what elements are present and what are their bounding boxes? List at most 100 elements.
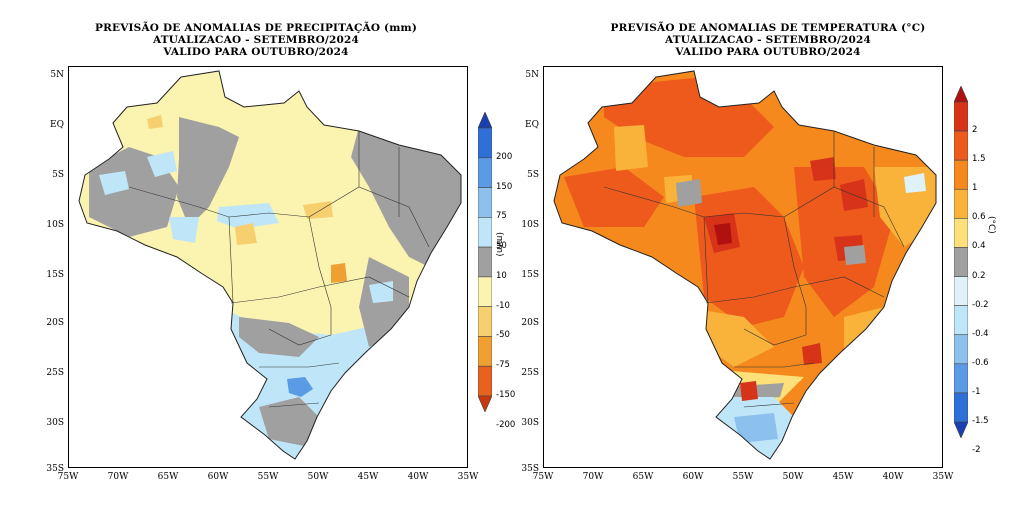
temperature-colorbar-segment	[954, 159, 968, 190]
precipitation-colorbar-segment	[478, 187, 492, 218]
lon-label-40w: 40W	[407, 472, 429, 482]
brazil-outline	[553, 70, 937, 460]
precipitation-unit: (mm)	[494, 232, 504, 257]
lat-label-5n: 5N	[50, 70, 64, 80]
precipitation-colorbar-segment	[478, 127, 492, 159]
precipitation-colorbar-segment	[478, 306, 492, 337]
temperature-map-svg	[553, 70, 937, 460]
temperature-colorbar-segment	[954, 305, 968, 336]
state-borders	[128, 131, 430, 408]
precipitation-title-line1: PREVISÃO DE ANOMALIAS DE PRECIPITAÇÃO (m…	[94, 22, 418, 34]
lat-label-20s: 20S	[521, 318, 539, 328]
temperature-colorbar-label: 2	[972, 125, 978, 136]
lat-label-eq: EQ	[525, 120, 539, 130]
temperature-colorbar-top-arrow	[954, 86, 968, 103]
lat-label-35s: 35S	[46, 464, 64, 474]
lon-label-45w: 45W	[832, 472, 854, 482]
temperature-colorbar-label: 1.5	[972, 154, 986, 165]
lat-label-15s: 15S	[521, 270, 539, 280]
temperature-colorbar: 2 1.5 1 0.6 0.4 0.2 -0.2 -0.4 -0.6 -1 -1.5 -2	[954, 86, 989, 455]
lat-label-10s: 10S	[521, 220, 539, 230]
lat-label-25s: 25S	[521, 368, 539, 378]
lat-label-25s: 25S	[46, 368, 64, 378]
lon-label-65w: 65W	[157, 472, 179, 482]
temperature-title: PREVISÃO DE ANOMALIAS DE TEMPERATURA (°C…	[512, 22, 1024, 58]
precipitation-map-svg	[78, 70, 462, 460]
temperature-panel: PREVISÃO DE ANOMALIAS DE TEMPERATURA (°C…	[512, 0, 1024, 511]
temperature-fill	[554, 71, 936, 459]
precipitation-colorbar-svg	[478, 112, 492, 412]
lon-label-70w: 70W	[582, 472, 604, 482]
precipitation-title: PREVISÃO DE ANOMALIAS DE PRECIPITAÇÃO (m…	[0, 22, 512, 58]
precipitation-colorbar-label: 150	[496, 181, 513, 192]
precipitation-colorbar-label: -10	[496, 300, 510, 311]
temperature-colorbar-label: 0.6	[972, 212, 986, 223]
temperature-colorbar-label: -0.2	[972, 299, 989, 310]
lat-label-5s: 5S	[52, 170, 64, 180]
precipitation-title-line3: VALIDO PARA OUTUBRO/2024	[163, 46, 349, 58]
temperature-title-line1: PREVISÃO DE ANOMALIAS DE TEMPERATURA (°C…	[610, 22, 926, 34]
temperature-colorbar-label: 0.2	[972, 270, 986, 281]
lat-label-30s: 30S	[46, 418, 64, 428]
precipitation-colorbar-label: -150	[496, 390, 516, 400]
lat-label-5n: 5N	[525, 70, 539, 80]
lat-label-10s: 10S	[46, 220, 64, 230]
temperature-colorbar-segment	[954, 276, 968, 306]
lat-label-15s: 15S	[46, 270, 64, 280]
temperature-colorbar-label: -1	[972, 386, 981, 397]
temperature-colorbar-segment	[954, 247, 968, 277]
precipitation-colorbar-segment	[478, 336, 492, 367]
lat-label-5s: 5S	[527, 170, 539, 180]
precipitation-colorbar-segment	[478, 217, 492, 248]
temperature-colorbar-label: -1.5	[972, 416, 989, 426]
precipitation-colorbar-label: 50	[496, 241, 507, 252]
precipitation-colorbar-label: 75	[496, 211, 507, 222]
temperature-colorbar-label: 1	[972, 183, 978, 194]
temperature-map	[543, 66, 943, 468]
lon-label-70w: 70W	[107, 472, 129, 482]
temperature-title-line3: VALIDO PARA OUTUBRO/2024	[675, 46, 861, 58]
temperature-colorbar-bottom-arrow	[954, 421, 968, 438]
lon-label-45w: 45W	[357, 472, 379, 482]
lat-label-20s: 20S	[46, 318, 64, 328]
temperature-colorbar-segment	[954, 392, 968, 423]
lon-label-40w: 40W	[882, 472, 904, 482]
temperature-unit: (°C)	[986, 216, 996, 234]
temperature-colorbar-segment	[954, 363, 968, 394]
precipitation-title-line2: ATUALIZACAO - SETEMBRO/2024	[152, 34, 360, 46]
lon-label-50w: 50W	[782, 472, 804, 482]
precipitation-colorbar: 200 150 75 50 10 -10 -50 -75 -150 -200	[478, 112, 515, 430]
lon-label-55w: 55W	[732, 472, 754, 482]
lon-label-65w: 65W	[632, 472, 654, 482]
lon-label-55w: 55W	[257, 472, 279, 482]
temperature-colorbar-label: -0.6	[972, 357, 989, 368]
temperature-colorbar-label: -0.4	[972, 328, 989, 339]
precipitation-fill	[79, 71, 461, 459]
precipitation-colorbar-label: 10	[496, 270, 507, 281]
precipitation-map	[68, 66, 468, 468]
lon-label-35w: 35W	[932, 472, 954, 482]
lon-label-75w: 75W	[532, 472, 554, 482]
temperature-colorbar-segment	[954, 218, 968, 248]
precipitation-colorbar-segment	[478, 157, 492, 188]
lon-label-75w: 75W	[57, 472, 79, 482]
temperature-colorbar-label: 0.4	[972, 241, 986, 252]
lon-label-35w: 35W	[457, 472, 479, 482]
temperature-colorbar-segment	[954, 101, 968, 132]
precipitation-colorbar-segment	[478, 246, 492, 278]
temperature-colorbar-segment	[954, 188, 968, 219]
brazil-outline	[78, 70, 462, 460]
precipitation-colorbar-bottom-arrow	[478, 395, 492, 412]
lat-label-35s: 35S	[521, 464, 539, 474]
temperature-colorbar-label: -2	[972, 445, 981, 456]
temperature-colorbar-svg	[954, 86, 968, 438]
precipitation-colorbar-segment	[478, 276, 492, 307]
lon-label-60w: 60W	[682, 472, 704, 482]
state-borders	[603, 131, 905, 408]
temperature-colorbar-segment	[954, 334, 968, 365]
precipitation-colorbar-label: -200	[496, 419, 516, 430]
precipitation-colorbar-segment	[478, 365, 492, 397]
lon-label-60w: 60W	[207, 472, 229, 482]
temperature-title-line2: ATUALIZACAO - SETEMBRO/2024	[664, 34, 872, 46]
temperature-colorbar-segment	[954, 130, 968, 161]
